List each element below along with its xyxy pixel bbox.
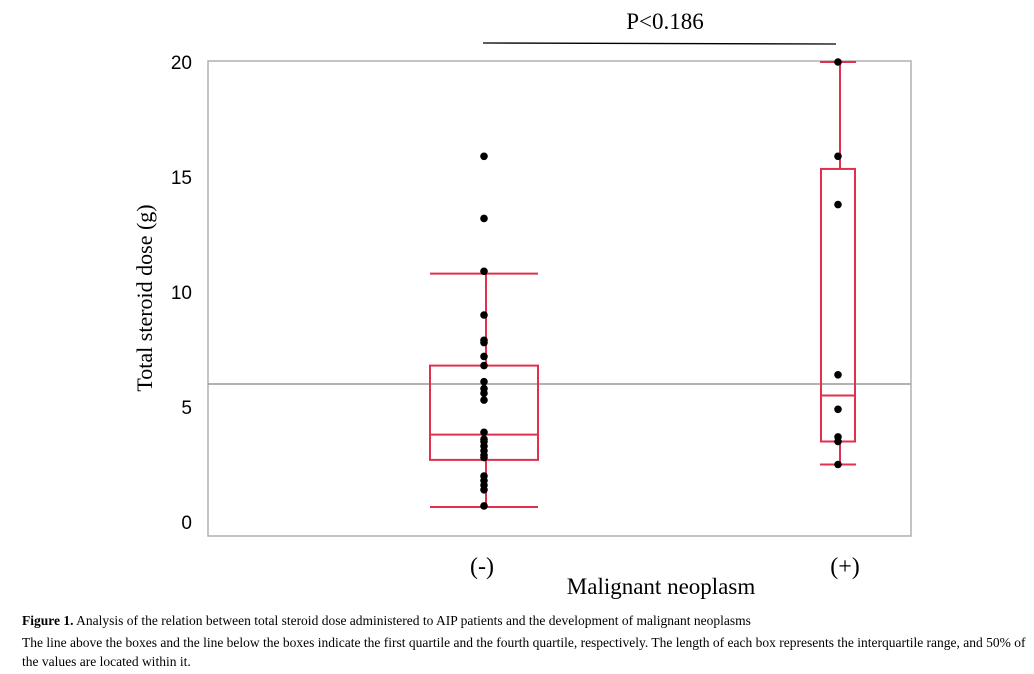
data-point xyxy=(834,460,842,469)
figure-caption-title: Figure 1. Analysis of the relation betwe… xyxy=(22,611,751,630)
data-point xyxy=(480,352,488,361)
significance-bar xyxy=(482,42,837,45)
p-value-label: P<0.186 xyxy=(626,9,704,34)
data-point xyxy=(480,361,488,370)
data-point xyxy=(834,58,842,66)
y-tick-label: 15 xyxy=(171,168,192,189)
category-label-positive: (+) xyxy=(830,554,860,580)
data-point xyxy=(480,267,488,276)
y-tick-label: 0 xyxy=(181,513,192,534)
data-point xyxy=(480,502,488,510)
figure-label: Figure 1. xyxy=(22,613,74,628)
iqr-box xyxy=(820,167,856,443)
box-group-positive xyxy=(820,61,856,466)
data-point xyxy=(480,389,488,398)
data-point xyxy=(480,338,488,347)
figure-caption-note: The line above the boxes and the line be… xyxy=(22,635,1026,669)
category-label-negative: (-) xyxy=(470,554,494,580)
data-point xyxy=(834,437,842,446)
data-point xyxy=(480,396,488,404)
data-point xyxy=(480,214,488,223)
data-point xyxy=(480,311,488,319)
data-point xyxy=(480,428,488,437)
data-point xyxy=(480,152,488,161)
y-axis-title: Total steroid dose (g) xyxy=(132,204,157,391)
y-tick-label: 20 xyxy=(171,53,192,74)
data-point xyxy=(480,377,488,386)
data-point xyxy=(480,453,488,462)
data-point xyxy=(480,486,488,494)
y-tick-label: 5 xyxy=(181,398,192,419)
y-tick-label: 10 xyxy=(171,283,192,304)
data-point xyxy=(834,200,842,209)
data-point xyxy=(834,152,842,161)
plot-frame xyxy=(207,60,912,537)
x-axis-title: Malignant neoplasm xyxy=(567,574,756,599)
data-point xyxy=(834,371,842,379)
data-point xyxy=(834,405,842,414)
figure-title: Analysis of the relation between total s… xyxy=(73,613,751,628)
